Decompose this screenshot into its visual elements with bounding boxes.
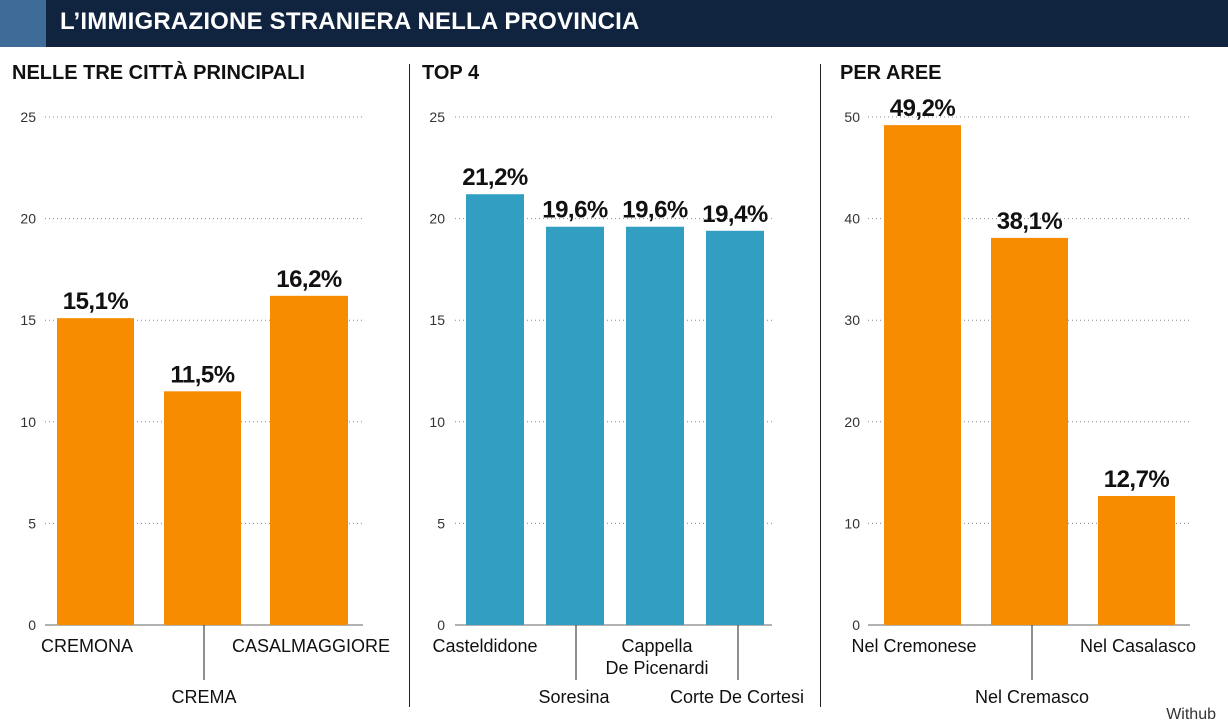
y-tick-label: 5 [28, 515, 36, 531]
y-tick-label: 0 [28, 617, 36, 633]
y-tick-label: 10 [20, 414, 36, 430]
y-tick-label: 50 [844, 109, 860, 125]
category-label: CASALMAGGIORE [232, 636, 390, 656]
bar [57, 318, 134, 625]
bar-value-label: 19,4% [702, 201, 768, 228]
bar [991, 237, 1068, 626]
category-label: Casteldidone [432, 636, 537, 656]
category-label: CREMA [171, 687, 236, 707]
y-tick-label: 15 [429, 312, 445, 328]
bar-value-label: 15,1% [63, 288, 129, 315]
category-label: Soresina [538, 687, 610, 707]
bar-value-label: 11,5% [170, 361, 234, 388]
y-tick-label: 10 [844, 515, 860, 531]
bar-value-label: 21,2% [462, 164, 528, 191]
y-tick-label: 30 [844, 312, 860, 328]
bar [466, 194, 524, 625]
bar-value-label: 16,2% [276, 266, 342, 293]
category-label: CREMONA [41, 636, 133, 656]
category-label: Cappella [621, 636, 693, 656]
bar-value-label: 49,2% [890, 95, 956, 122]
bar [546, 226, 604, 625]
bar [884, 125, 961, 626]
bar-value-label: 38,1% [997, 208, 1063, 235]
y-tick-label: 20 [20, 211, 36, 227]
bar [270, 295, 348, 625]
chart-title-areas: PER AREE [840, 62, 942, 84]
y-tick-label: 5 [437, 515, 445, 531]
category-label: Nel Casalasco [1080, 636, 1196, 656]
panel-divider-1 [409, 64, 410, 707]
page-title: L’IMMIGRAZIONE STRANIERA NELLA PROVINCIA [60, 8, 640, 35]
panel-divider-2 [820, 64, 821, 707]
header-bar: L’IMMIGRAZIONE STRANIERA NELLA PROVINCIA [0, 0, 1228, 47]
bar [626, 226, 684, 625]
category-label: De Picenardi [605, 658, 708, 678]
bar [1098, 495, 1175, 625]
y-tick-label: 10 [429, 414, 445, 430]
bar-value-label: 19,6% [622, 197, 688, 224]
source-credit: Withub [1166, 706, 1216, 723]
chart-title-cities: NELLE TRE CITTÀ PRINCIPALI [12, 62, 305, 84]
y-tick-label: 25 [20, 109, 36, 125]
y-tick-label: 25 [429, 109, 445, 125]
header-accent [0, 0, 46, 47]
bar-value-label: 19,6% [542, 197, 608, 224]
y-tick-label: 0 [437, 617, 445, 633]
y-tick-label: 15 [20, 312, 36, 328]
y-tick-label: 20 [844, 414, 860, 430]
y-tick-label: 40 [844, 211, 860, 227]
bar [164, 391, 241, 625]
y-tick-label: 0 [852, 617, 860, 633]
category-label: Nel Cremonese [851, 636, 976, 656]
y-tick-label: 20 [429, 211, 445, 227]
category-label: Corte De Cortesi [670, 687, 804, 707]
chart-title-top4: TOP 4 [422, 62, 480, 84]
bar-value-label: 12,7% [1104, 466, 1170, 493]
category-label: Nel Cremasco [975, 687, 1089, 707]
bar [706, 230, 764, 626]
